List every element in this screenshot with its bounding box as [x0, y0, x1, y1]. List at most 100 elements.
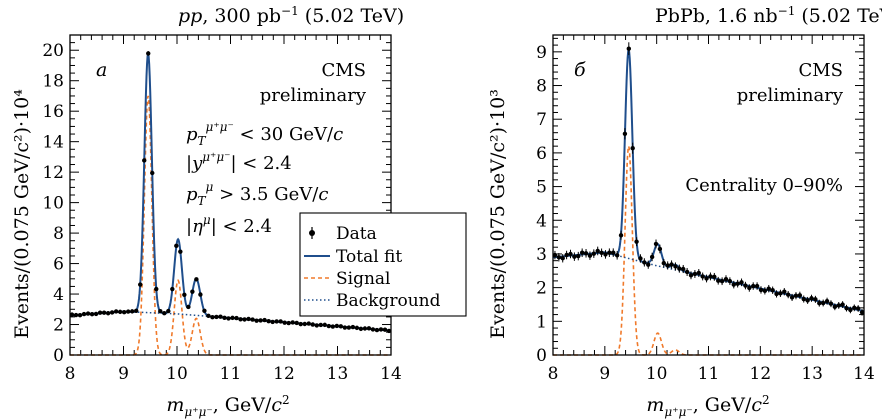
data-point	[618, 233, 624, 238]
data-point	[246, 316, 251, 322]
data-point	[330, 324, 336, 329]
b-panel-label: б	[574, 59, 586, 81]
data-point	[552, 252, 558, 258]
data-point	[568, 251, 573, 257]
a-plot-area	[69, 34, 392, 356]
y-tick-label: 14	[42, 133, 64, 153]
data-point	[560, 256, 565, 261]
data-point	[150, 170, 155, 176]
data-point	[142, 158, 147, 163]
data-point	[696, 270, 701, 276]
x-tick-label: 13	[801, 364, 823, 384]
data-point	[386, 328, 392, 334]
data-point	[731, 282, 736, 287]
legend-signal-label: Signal	[336, 269, 391, 289]
data-point	[723, 276, 729, 282]
data-point	[704, 276, 709, 281]
data-point	[820, 300, 826, 306]
y-tick-label: 9	[536, 43, 547, 63]
data-point	[314, 323, 319, 328]
data-point	[370, 327, 376, 332]
data-point	[735, 281, 740, 286]
b-frame	[552, 34, 865, 356]
a-cms: CMS	[321, 60, 366, 81]
data-point	[190, 289, 195, 294]
a-ticks	[69, 34, 392, 356]
y-tick-label: 10	[42, 194, 64, 214]
data-point	[665, 263, 670, 268]
legend-data-label: Data	[336, 224, 377, 244]
data-point	[350, 324, 356, 330]
data-point	[743, 283, 748, 288]
data-point	[342, 325, 348, 330]
data-point	[302, 321, 307, 327]
data-point	[762, 288, 768, 294]
data-point	[824, 298, 830, 304]
data-point	[282, 320, 287, 325]
data-point	[101, 310, 107, 315]
b-preliminary: preliminary	[737, 85, 844, 106]
data-point	[310, 322, 315, 327]
data-point	[113, 309, 119, 314]
data-point	[758, 287, 764, 293]
data-point	[278, 319, 283, 324]
data-point	[274, 319, 279, 324]
data-point	[358, 326, 364, 332]
data-point	[334, 323, 340, 329]
a-xlabel: mμ⁺μ⁻, GeV/c2	[166, 393, 289, 419]
legend-box	[299, 212, 467, 317]
data-point	[801, 296, 806, 302]
data-point	[230, 315, 235, 321]
data-point	[306, 321, 311, 326]
data-point	[210, 315, 215, 320]
y-tick-label: 7	[536, 110, 547, 130]
data-point	[661, 260, 666, 266]
data-point	[234, 315, 239, 321]
data-point	[97, 310, 103, 315]
y-tick-label: 8	[53, 224, 64, 244]
data-point	[266, 318, 271, 324]
data-point	[708, 274, 713, 279]
data-point	[202, 308, 207, 313]
data-point	[254, 318, 259, 323]
data-point	[638, 256, 643, 261]
data-point	[649, 254, 655, 260]
y-tick-label: 4	[53, 285, 64, 305]
data-point	[109, 310, 115, 315]
data-point	[198, 292, 203, 297]
data-point	[739, 280, 744, 285]
data-point	[634, 239, 639, 244]
a-preliminary: preliminary	[260, 85, 367, 106]
data-point	[754, 283, 760, 289]
a-frame	[69, 34, 392, 356]
data-point	[134, 308, 139, 314]
data-point	[646, 262, 651, 267]
a-ylabel: Events/(0.075 GeV/c²)·10⁴	[11, 89, 33, 339]
data-point	[716, 278, 721, 283]
data-point	[587, 253, 593, 258]
data-point	[326, 323, 332, 329]
data-point	[105, 311, 111, 316]
panel-b: Events/(0.075 GeV/c²)·10³ PbPb, 1.6 nb−1…	[487, 4, 882, 419]
data-point	[572, 254, 577, 259]
a-panel-label: а	[96, 59, 107, 81]
data-point	[178, 249, 183, 254]
data-point	[789, 295, 795, 300]
data-point	[770, 288, 775, 293]
x-tick-label: 13	[327, 364, 349, 384]
y-tick-label: 2	[536, 279, 547, 299]
data-point	[607, 250, 612, 255]
data-point	[630, 145, 635, 151]
data-point	[614, 253, 620, 258]
data-point	[797, 293, 803, 298]
data-point	[669, 262, 674, 267]
data-point	[69, 312, 75, 317]
data-point	[852, 305, 857, 311]
data-point	[206, 313, 211, 319]
y-tick-label: 6	[536, 144, 547, 164]
y-tick-label: 1	[536, 312, 547, 332]
data-point	[73, 312, 79, 318]
data-point	[817, 300, 822, 306]
y-tick-label: 2	[53, 316, 64, 336]
data-point	[700, 274, 705, 279]
